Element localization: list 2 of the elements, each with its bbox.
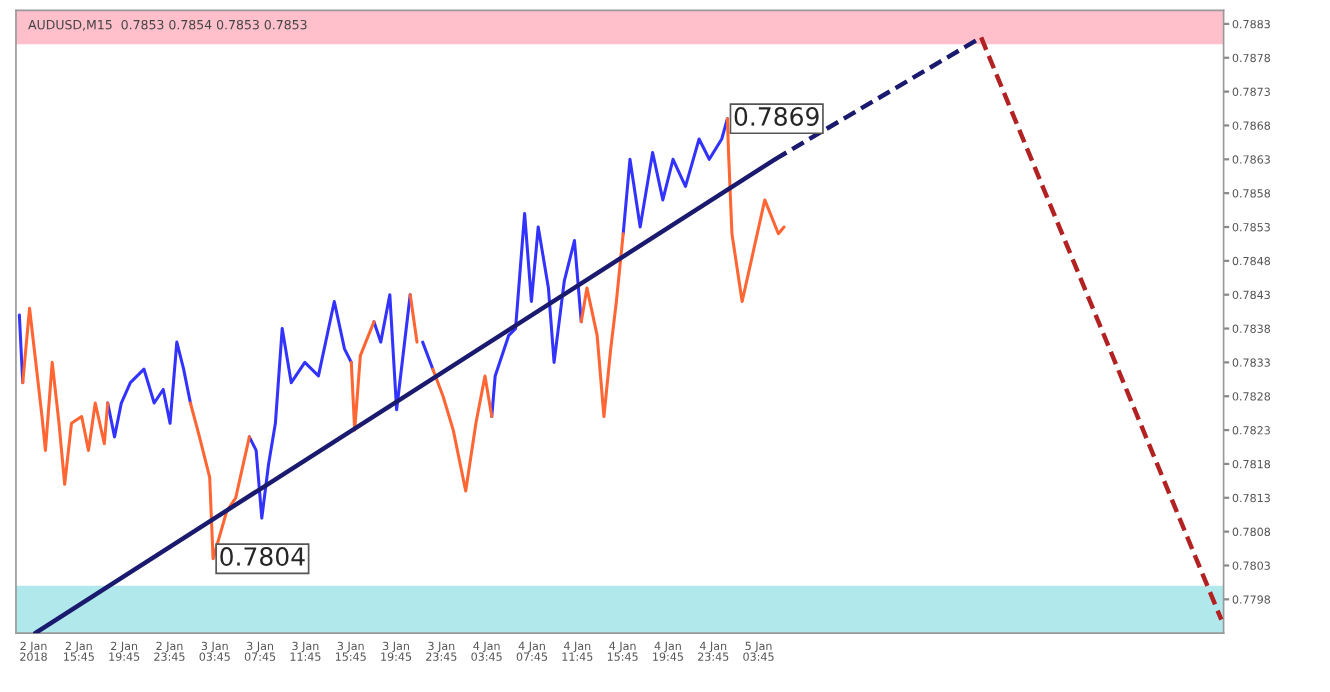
annotation: 0.7869 — [734, 107, 819, 126]
annotation: 0.7804 — [220, 547, 305, 566]
